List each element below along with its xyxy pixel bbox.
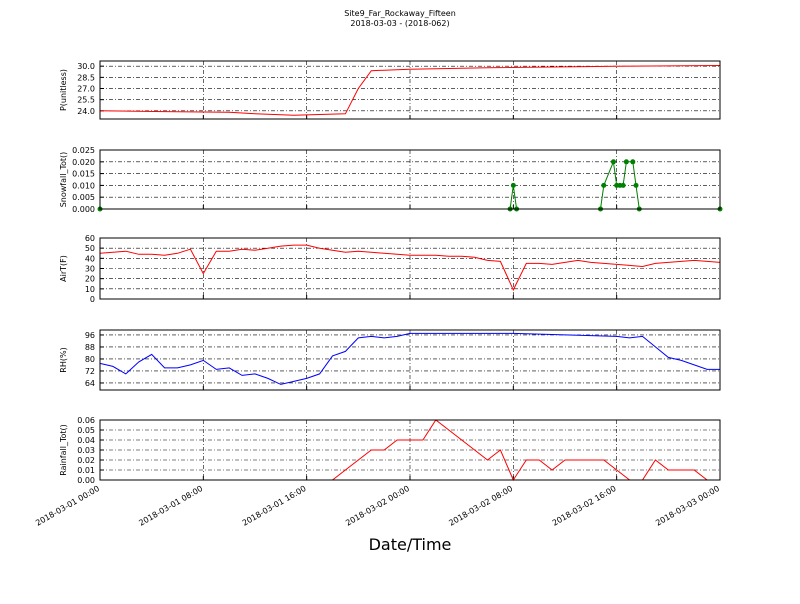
y-tick-label: 64 xyxy=(85,379,95,388)
y-axis-label: RH(%) xyxy=(59,347,68,372)
y-tick-label: 0.06 xyxy=(77,416,95,425)
subtitle: 2018-03-03 - (2018-062) xyxy=(350,19,449,28)
y-tick-label: 80 xyxy=(85,355,95,364)
y-tick-label: 72 xyxy=(85,367,95,376)
x-tick-label: 2018-03-03 00:00 xyxy=(654,484,721,528)
y-tick-label: 0.015 xyxy=(72,170,95,179)
title: Site9_Far_Rockaway_Fifteen xyxy=(344,9,456,18)
data-line xyxy=(99,244,721,292)
plot-frame xyxy=(99,419,721,481)
data-line xyxy=(99,65,721,116)
data-point xyxy=(601,182,607,188)
y-tick-label: 0.005 xyxy=(72,193,95,202)
y-tick-label: 28.5 xyxy=(77,73,95,82)
y-tick-label: 0.025 xyxy=(72,146,95,155)
y-tick-label: 0.02 xyxy=(77,456,95,465)
y-tick-label: 0.00 xyxy=(77,476,95,485)
y-tick-label: 30 xyxy=(85,265,95,274)
y-tick-label: 40 xyxy=(85,254,95,263)
plot-frame xyxy=(99,149,721,210)
x-tick-label: 2018-03-01 08:00 xyxy=(137,484,204,528)
y-tick-label: 0.010 xyxy=(72,181,95,190)
data-point xyxy=(620,182,626,188)
y-tick-label: 0 xyxy=(90,295,95,304)
plot-frame xyxy=(99,60,721,120)
data-line xyxy=(99,332,720,385)
y-tick-label: 30.0 xyxy=(77,62,95,71)
plot-frame xyxy=(99,329,721,391)
data-point xyxy=(623,159,629,165)
data-point xyxy=(630,159,636,165)
y-tick-label: 0.05 xyxy=(77,426,95,435)
y-tick-label: 88 xyxy=(85,343,95,352)
x-tick-label: 2018-03-01 16:00 xyxy=(241,484,308,528)
y-axis-label: AirT(F) xyxy=(59,255,68,282)
y-tick-label: 0.01 xyxy=(77,466,95,475)
x-tick-label: 2018-03-02 00:00 xyxy=(344,484,411,528)
y-tick-label: 0.020 xyxy=(72,158,95,167)
y-axis-label: P(unitless) xyxy=(59,69,68,111)
y-tick-label: 27.0 xyxy=(77,85,95,94)
x-tick-label: 2018-03-02 16:00 xyxy=(551,484,618,528)
y-tick-label: 50 xyxy=(85,244,95,253)
x-tick-label: 2018-03-02 08:00 xyxy=(447,484,514,528)
y-tick-label: 20 xyxy=(85,275,95,284)
y-tick-label: 0.04 xyxy=(77,436,95,445)
data-line xyxy=(100,419,720,482)
plot-frame xyxy=(99,237,721,300)
y-tick-label: 25.5 xyxy=(77,96,95,105)
y-axis-label: Rainfall_Tot() xyxy=(59,424,68,476)
y-tick-label: 96 xyxy=(85,331,95,340)
data-point xyxy=(510,182,516,188)
y-tick-label: 24.0 xyxy=(77,107,95,116)
y-tick-label: 0.03 xyxy=(77,446,95,455)
y-tick-label: 60 xyxy=(85,234,95,243)
y-tick-label: 10 xyxy=(85,285,95,294)
data-point xyxy=(610,159,616,165)
y-axis-label: Snowfall_Tot() xyxy=(59,152,68,208)
x-label: Date/Time xyxy=(369,535,452,554)
x-tick-label: 2018-03-01 00:00 xyxy=(34,484,101,528)
y-tick-label: 0.000 xyxy=(72,205,95,214)
data-point xyxy=(633,182,639,188)
